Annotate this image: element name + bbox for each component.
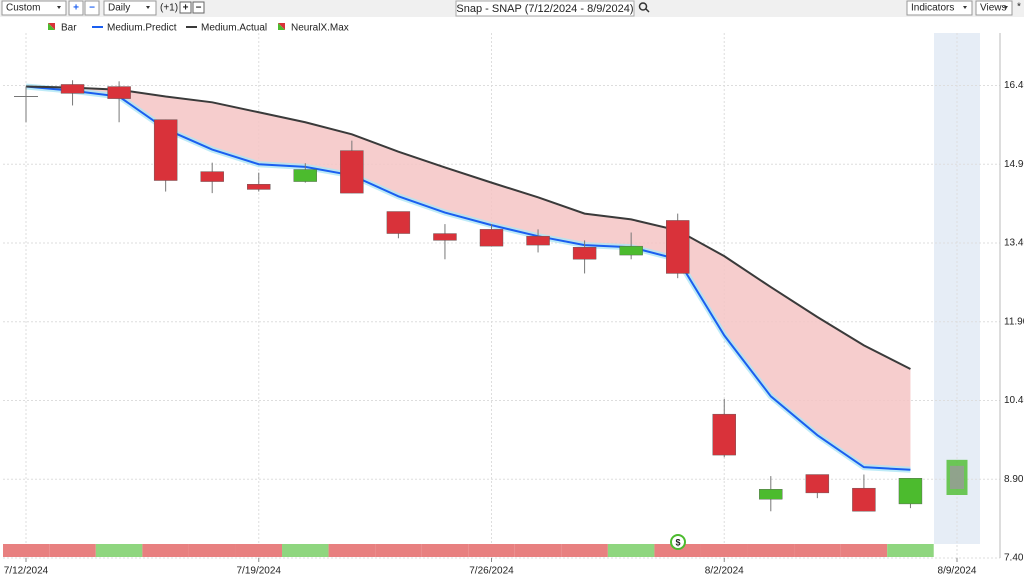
dollar-icon-glyph: $ bbox=[675, 537, 680, 547]
views-dropdown[interactable] bbox=[975, 0, 1013, 16]
offset-minus[interactable] bbox=[192, 1, 205, 14]
forecast-inner bbox=[950, 465, 964, 489]
signal-segment bbox=[421, 544, 469, 557]
candle-body bbox=[433, 233, 457, 241]
signal-segment bbox=[468, 544, 515, 557]
candle-body bbox=[526, 235, 550, 246]
search-icon[interactable] bbox=[638, 2, 648, 11]
legend-swatch bbox=[278, 23, 285, 30]
indicators-dropdown[interactable] bbox=[906, 0, 973, 16]
title-box bbox=[455, 0, 635, 17]
candle-body bbox=[479, 229, 504, 247]
dropdown-arrow bbox=[963, 6, 967, 9]
offset-label: (+1) bbox=[160, 3, 178, 14]
signal-segment bbox=[95, 544, 143, 557]
signal-segment bbox=[3, 544, 50, 557]
signal-segment bbox=[282, 544, 329, 557]
chart-title: Snap - SNAP (7/12/2024 - 8/9/2024) bbox=[456, 3, 633, 15]
indicators-label: Indicators bbox=[911, 3, 954, 14]
candle-body bbox=[666, 220, 690, 274]
x-tick-label: 7/12/2024 bbox=[4, 566, 49, 577]
y-tick-label: 7.40 bbox=[1004, 553, 1024, 564]
candle-body bbox=[805, 474, 830, 494]
candle-body bbox=[572, 246, 597, 260]
prediction-band bbox=[26, 86, 911, 470]
candle-body bbox=[153, 119, 178, 181]
offset-plus[interactable] bbox=[179, 1, 192, 14]
offset-plus-icon: + bbox=[183, 3, 189, 14]
y-tick-label: 16.40 bbox=[1004, 80, 1024, 91]
legend-label: Medium.Actual bbox=[201, 23, 267, 34]
candle-body bbox=[386, 211, 411, 234]
signal-segment bbox=[747, 544, 795, 557]
views-label: Views bbox=[980, 3, 1007, 14]
x-tick-label: 8/2/2024 bbox=[705, 566, 744, 577]
signal-segment bbox=[840, 544, 888, 557]
signal-segment bbox=[607, 544, 655, 557]
signal-segment bbox=[142, 544, 189, 557]
candle-body bbox=[60, 84, 85, 94]
legend-label: NeuralX.Max bbox=[291, 23, 349, 34]
signal-segment bbox=[514, 544, 562, 557]
x-tick-label: 8/9/2024 bbox=[938, 566, 977, 577]
signal-segment bbox=[328, 544, 376, 557]
signal-segment bbox=[375, 544, 422, 557]
zoom-out-icon: − bbox=[89, 3, 95, 14]
legend-label: Medium.Predict bbox=[107, 23, 177, 34]
y-tick-label: 11.90 bbox=[1004, 316, 1024, 327]
signal-segment bbox=[794, 544, 841, 557]
range-label: Custom bbox=[6, 3, 40, 14]
x-tick-label: 7/19/2024 bbox=[237, 566, 282, 577]
signal-segment bbox=[188, 544, 236, 557]
signal-segment bbox=[561, 544, 608, 557]
zoom-in-button[interactable] bbox=[68, 0, 84, 16]
candle-body bbox=[107, 86, 131, 99]
candle-body bbox=[247, 183, 271, 190]
x-tick-label: 7/26/2024 bbox=[469, 566, 514, 577]
search-icon-handle bbox=[645, 8, 650, 13]
y-tick-label: 10.40 bbox=[1004, 395, 1024, 406]
legend-swatch bbox=[48, 23, 55, 30]
views-asterisk: * bbox=[1017, 2, 1021, 13]
signal-segment bbox=[235, 544, 283, 557]
signal-segment bbox=[49, 544, 96, 557]
candle-body bbox=[852, 487, 876, 512]
dropdown-arrow bbox=[1004, 6, 1008, 9]
dropdown-arrow bbox=[57, 6, 61, 9]
legend-label: Bar bbox=[61, 23, 77, 34]
signal-segment bbox=[654, 544, 701, 557]
y-tick-label: 8.90 bbox=[1004, 474, 1024, 485]
candle-body bbox=[712, 413, 736, 456]
range-dropdown[interactable] bbox=[1, 0, 67, 16]
candle-body bbox=[619, 245, 643, 256]
candle-body bbox=[759, 489, 783, 500]
candle-body bbox=[340, 150, 364, 194]
zoom-in-icon: + bbox=[73, 3, 79, 14]
signal-segment bbox=[700, 544, 748, 557]
zoom-out-button[interactable] bbox=[84, 0, 100, 16]
y-tick-label: 13.40 bbox=[1004, 238, 1024, 249]
offset-minus-icon: − bbox=[196, 3, 202, 14]
interval-label: Daily bbox=[108, 3, 130, 14]
dropdown-arrow bbox=[146, 6, 150, 9]
y-tick-label: 14.90 bbox=[1004, 159, 1024, 170]
interval-dropdown[interactable] bbox=[103, 0, 157, 16]
signal-segment bbox=[887, 544, 934, 557]
candle-body bbox=[200, 171, 224, 182]
candle-body bbox=[898, 478, 923, 505]
dollar-icon bbox=[670, 534, 686, 550]
candle-body bbox=[293, 169, 317, 182]
line bbox=[25, 85, 911, 370]
